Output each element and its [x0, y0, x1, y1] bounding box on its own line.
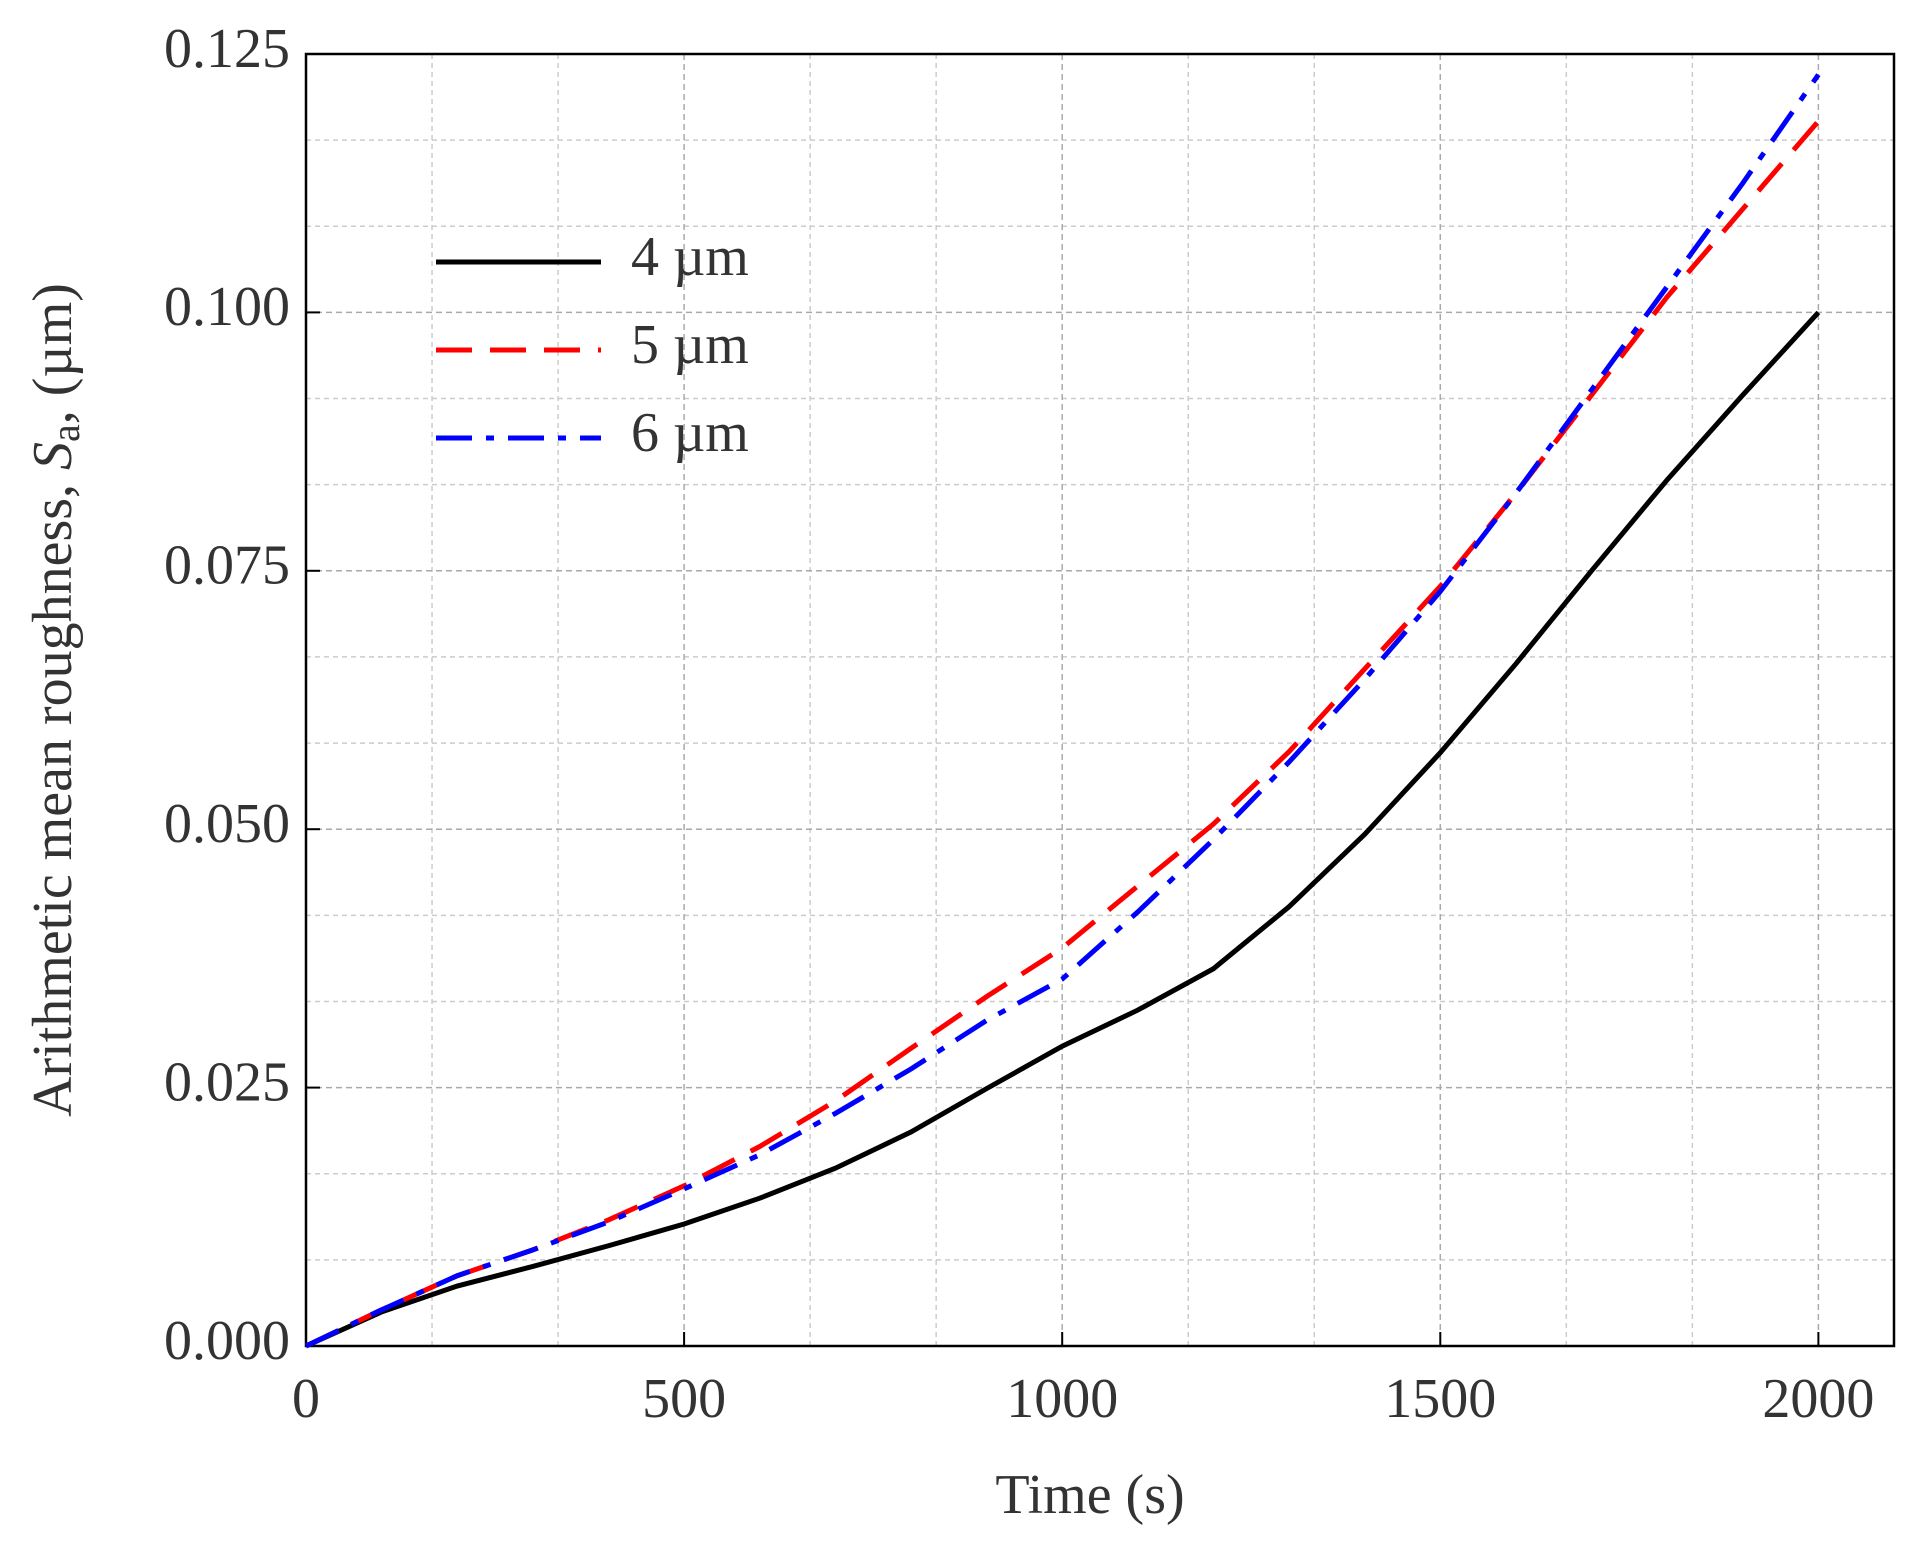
- y-tick-label: 0.100: [164, 276, 290, 338]
- series-line: [304, 73, 1821, 1349]
- legend-label: 6 µm: [631, 402, 749, 464]
- y-label-subscript: a: [43, 424, 88, 442]
- y-tick-label: 0.000: [164, 1310, 290, 1372]
- x-axis-label: Time (s): [995, 1464, 1184, 1526]
- x-tick-label: 1500: [1384, 1368, 1496, 1430]
- x-tick-label: 1000: [1006, 1368, 1118, 1430]
- y-label-text: Arithmetic mean roughness,: [22, 470, 84, 1117]
- x-tick-label: 500: [642, 1368, 726, 1430]
- series-line: [304, 310, 1821, 1349]
- legend-label: 5 µm: [631, 314, 749, 376]
- y-label-symbol: S: [22, 442, 84, 470]
- y-label-unit: , (µm): [22, 283, 84, 424]
- y-tick-label: 0.125: [164, 18, 290, 80]
- x-tick-label: 2000: [1762, 1368, 1874, 1430]
- plot-frame: [304, 52, 1896, 1348]
- y-axis-label: Arithmetic mean roughness, Sa, (µm): [22, 283, 88, 1117]
- y-tick-label: 0.050: [164, 793, 290, 855]
- x-tick-label: 0: [292, 1368, 320, 1430]
- legend-label: 4 µm: [631, 226, 749, 288]
- y-tick-label: 0.025: [164, 1051, 290, 1113]
- y-tick-label: 0.075: [164, 535, 290, 597]
